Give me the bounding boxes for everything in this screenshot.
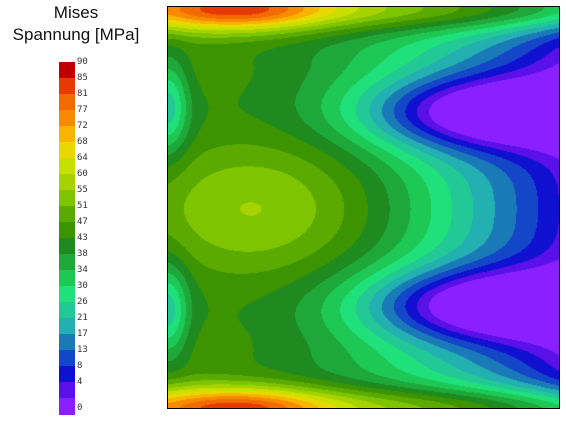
- colorbar-tick-label: 8: [77, 361, 83, 371]
- colorbar-swatch: [59, 190, 75, 207]
- legend-title-line2: Spannung [MPa]: [12, 25, 140, 44]
- colorbar-swatch: [59, 238, 75, 255]
- colorbar-tick-label: 17: [77, 329, 88, 339]
- colorbar-tick-label: 81: [77, 89, 88, 99]
- colorbar-tick-label: 4: [77, 377, 83, 387]
- colorbar-tick-label: 51: [77, 201, 88, 211]
- colorbar-swatch: [59, 382, 75, 399]
- colorbar-tick-label: 72: [77, 121, 88, 131]
- colorbar-swatch: [59, 206, 75, 223]
- colorbar: [59, 62, 75, 415]
- colorbar-tick-label: 21: [77, 313, 88, 323]
- colorbar-swatch: [59, 366, 75, 383]
- colorbar-swatch: [59, 286, 75, 303]
- colorbar-tick-label: 13: [77, 345, 88, 355]
- colorbar-swatch: [59, 318, 75, 335]
- colorbar-tick-label: 38: [77, 249, 88, 259]
- stress-field: [168, 7, 559, 408]
- colorbar-swatch: [59, 254, 75, 271]
- colorbar-tick-label: 77: [77, 105, 88, 115]
- colorbar-swatch: [59, 398, 75, 415]
- colorbar-tick-label: 26: [77, 297, 88, 307]
- colorbar-swatch: [59, 126, 75, 143]
- colorbar-swatch: [59, 302, 75, 319]
- colorbar-swatch: [59, 158, 75, 175]
- contour-plot: [167, 6, 560, 409]
- colorbar-tick-label: 60: [77, 169, 88, 179]
- colorbar-tick-label: 0: [77, 403, 83, 413]
- colorbar-tick-label: 85: [77, 73, 88, 83]
- colorbar-tick-label: 43: [77, 233, 88, 243]
- colorbar-tick-label: 68: [77, 137, 88, 147]
- colorbar-tick-label: 30: [77, 281, 88, 291]
- colorbar-swatch: [59, 222, 75, 239]
- colorbar-swatch: [59, 94, 75, 111]
- colorbar-swatch: [59, 78, 75, 95]
- colorbar-swatch: [59, 174, 75, 191]
- colorbar-swatch: [59, 350, 75, 367]
- colorbar-swatch: [59, 142, 75, 159]
- colorbar-swatch: [59, 110, 75, 127]
- colorbar-tick-label: 90: [77, 57, 88, 67]
- legend-title-line1: Mises: [53, 3, 99, 22]
- colorbar-tick-label: 47: [77, 217, 88, 227]
- colorbar-swatch: [59, 62, 75, 79]
- colorbar-tick-label: 55: [77, 185, 88, 195]
- colorbar-tick-label: 34: [77, 265, 88, 275]
- colorbar-swatch: [59, 270, 75, 287]
- colorbar-swatch: [59, 334, 75, 351]
- colorbar-tick-label: 64: [77, 153, 88, 163]
